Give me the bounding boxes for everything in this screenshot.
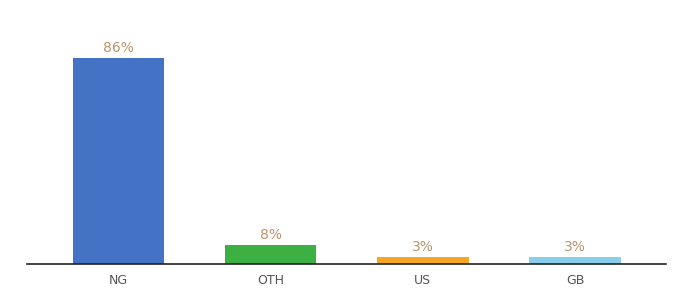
Text: 3%: 3%: [564, 240, 586, 254]
Bar: [73, 58, 164, 264]
Text: 3%: 3%: [412, 240, 434, 254]
Bar: [377, 257, 469, 264]
Text: 8%: 8%: [260, 228, 282, 242]
Bar: [225, 245, 316, 264]
Bar: [530, 257, 621, 264]
Text: 86%: 86%: [103, 41, 134, 55]
